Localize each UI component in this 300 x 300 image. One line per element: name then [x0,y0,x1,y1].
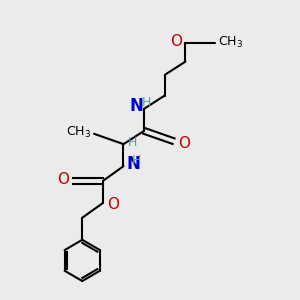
Text: H: H [131,154,141,167]
Text: O: O [178,136,190,151]
Text: CH$_3$: CH$_3$ [66,125,91,140]
Text: O: O [57,172,69,187]
Text: N: N [130,98,144,116]
Text: O: O [170,34,182,49]
Text: CH$_3$: CH$_3$ [218,35,243,50]
Text: H: H [128,136,137,149]
Text: N: N [126,155,140,173]
Text: H: H [142,96,151,110]
Text: O: O [107,197,119,212]
